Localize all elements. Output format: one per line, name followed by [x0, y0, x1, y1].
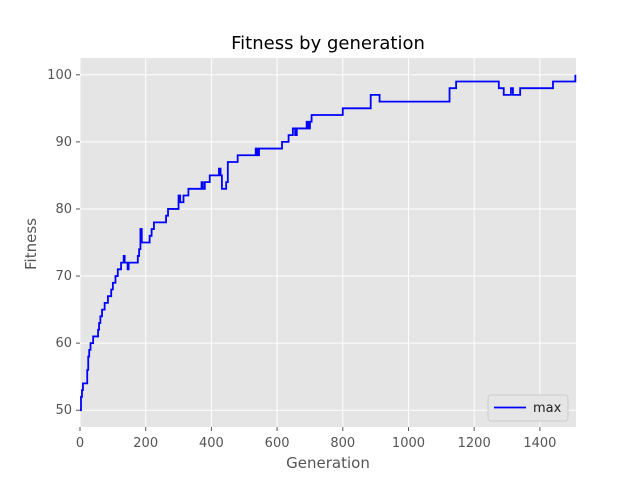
- x-tick-label: 1000: [392, 436, 425, 451]
- y-tick-label: 50: [55, 403, 72, 418]
- y-tick-label: 90: [55, 135, 72, 150]
- legend-frame: [487, 394, 569, 422]
- x-tick-label: 0: [76, 436, 84, 451]
- x-tick-label: 1200: [458, 436, 491, 451]
- legend-label-max: max: [533, 401, 562, 416]
- y-tick-label: 100: [47, 68, 72, 83]
- chart-title: Fitness by generation: [231, 33, 425, 54]
- x-tick-label: 600: [265, 436, 290, 451]
- grid-lines: [79, 58, 576, 427]
- plot-background: [80, 58, 576, 427]
- legend: max: [487, 394, 569, 422]
- series-layer: [80, 74, 577, 412]
- x-tick-label: 400: [199, 436, 224, 451]
- x-tick-label: 800: [330, 436, 355, 451]
- y-tick-label: 80: [55, 202, 72, 217]
- x-tick-label: 200: [133, 436, 158, 451]
- tick-labels: 0 200 400 600 800 1000 1200 1400 50 60 70 80 90 100: [47, 68, 556, 451]
- y-axis-label: Fitness: [22, 218, 40, 270]
- y-tick-label: 70: [55, 269, 72, 284]
- y-tick-label: 60: [55, 336, 72, 351]
- x-tick-label: 1400: [523, 436, 556, 451]
- x-axis-label: Generation: [286, 454, 370, 472]
- series-line-max: [80, 74, 577, 412]
